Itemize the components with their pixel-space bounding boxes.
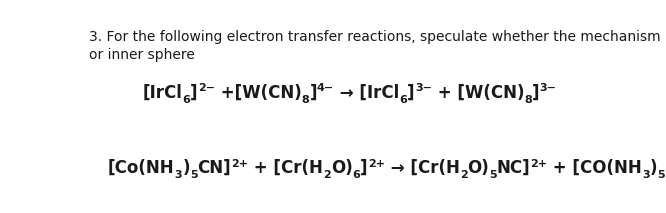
Text: 3−: 3− (539, 83, 557, 94)
Text: ]: ] (408, 84, 415, 102)
Text: (H: (H (665, 159, 666, 177)
Text: → [IrCl: → [IrCl (334, 84, 400, 102)
Text: 2+: 2+ (530, 159, 547, 169)
Text: O): O) (330, 159, 352, 177)
Text: 3: 3 (642, 170, 650, 180)
Text: 4−: 4− (317, 83, 334, 94)
Text: 8: 8 (302, 95, 310, 105)
Text: ]: ] (310, 84, 317, 102)
Text: [Co(NH: [Co(NH (108, 159, 174, 177)
Text: + [CO(NH: + [CO(NH (547, 159, 642, 177)
Text: ]: ] (190, 84, 198, 102)
Text: 2+: 2+ (231, 159, 248, 169)
Text: 3−: 3− (415, 83, 432, 94)
Text: ): ) (182, 159, 190, 177)
Text: ): ) (650, 159, 657, 177)
Text: 5: 5 (657, 170, 665, 180)
Text: + [Cr(H: + [Cr(H (248, 159, 323, 177)
Text: ]: ] (360, 159, 368, 177)
Text: 5: 5 (489, 170, 497, 180)
Text: 2: 2 (323, 170, 330, 180)
Text: 2−: 2− (198, 83, 215, 94)
Text: 2+: 2+ (368, 159, 385, 169)
Text: 3. For the following electron transfer reactions, speculate whether the mechanis: 3. For the following electron transfer r… (89, 30, 666, 62)
Text: → [Cr(H: → [Cr(H (385, 159, 460, 177)
Text: 5: 5 (190, 170, 197, 180)
Text: NC]: NC] (497, 159, 530, 177)
Text: [IrCl: [IrCl (143, 84, 182, 102)
Text: O): O) (468, 159, 489, 177)
Text: 3: 3 (174, 170, 182, 180)
Text: 8: 8 (524, 95, 532, 105)
Text: ]: ] (532, 84, 539, 102)
Text: 6: 6 (352, 170, 360, 180)
Text: 2: 2 (460, 170, 468, 180)
Text: 6: 6 (400, 95, 408, 105)
Text: 6: 6 (182, 95, 190, 105)
Text: CN]: CN] (197, 159, 231, 177)
Text: + [W(CN): + [W(CN) (432, 84, 524, 102)
Text: +[W(CN): +[W(CN) (215, 84, 302, 102)
